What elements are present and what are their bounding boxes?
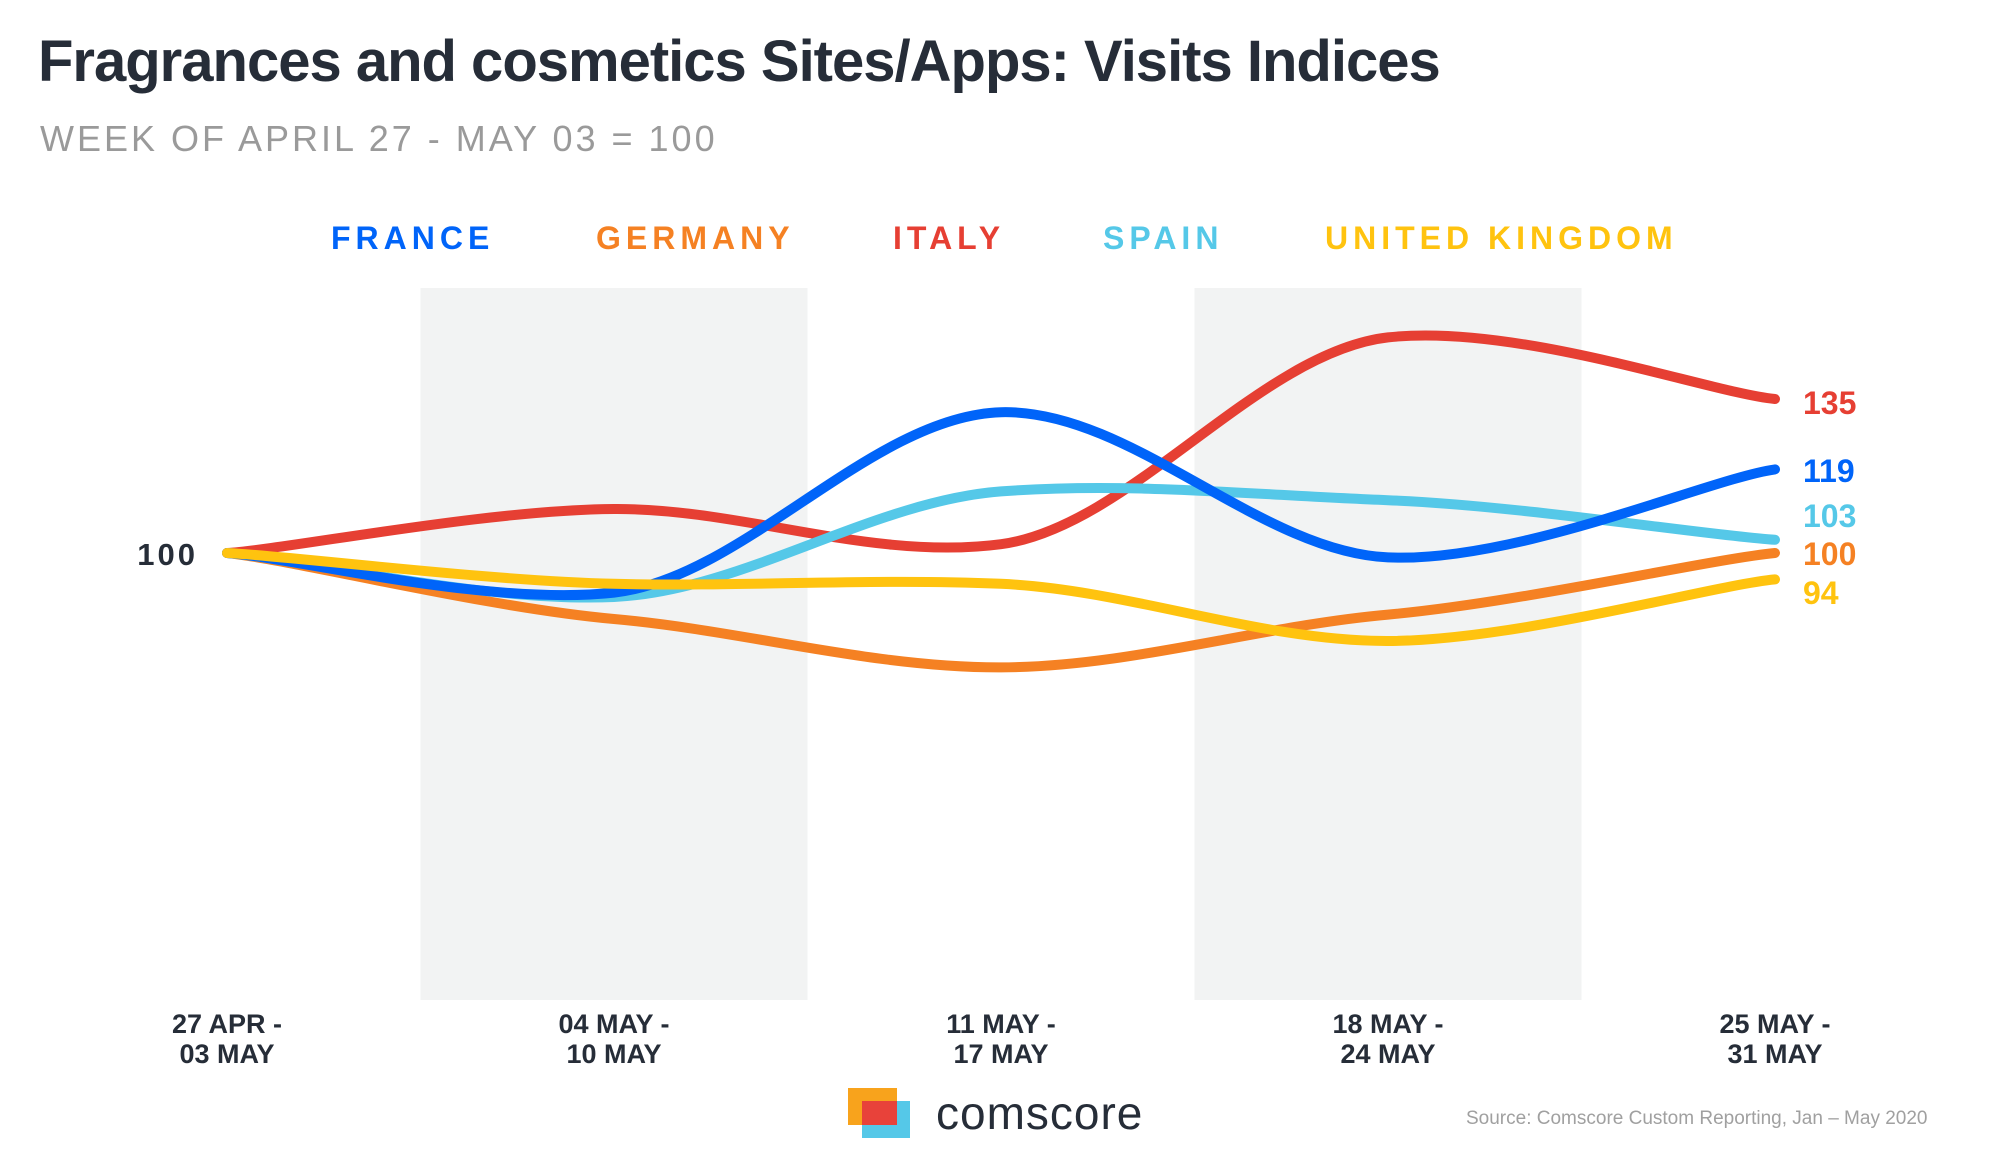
series-line-italy <box>222 330 1780 558</box>
x-tick-label: 31 MAY <box>1727 1039 1822 1069</box>
end-value-label: 100 <box>1803 536 1856 572</box>
series-line-france <box>222 407 1780 601</box>
x-tick-label: 10 MAY <box>566 1039 661 1069</box>
x-tick-label: 18 MAY - <box>1332 1009 1443 1039</box>
legend-item: GERMANY <box>596 220 795 256</box>
comscore-logo-icon <box>848 1088 912 1140</box>
legend-item: UNITED KINGDOM <box>1325 220 1678 256</box>
legend-item: SPAIN <box>1103 220 1224 256</box>
baseline-label: 100 <box>137 537 198 572</box>
x-tick-label: 25 MAY - <box>1719 1009 1830 1039</box>
legend-item: ITALY <box>893 220 1006 256</box>
source-note: Source: Comscore Custom Reporting, Jan –… <box>1466 1108 1928 1129</box>
x-tick-label: 24 MAY <box>1340 1039 1435 1069</box>
end-value-label: 103 <box>1803 498 1856 534</box>
series-line-germany <box>222 548 1780 673</box>
x-tick-label: 04 MAY - <box>558 1009 669 1039</box>
end-value-label: 94 <box>1803 575 1839 611</box>
x-tick-label: 03 MAY <box>179 1039 274 1069</box>
x-tick-label: 17 MAY <box>953 1039 1048 1069</box>
x-tick-label: 11 MAY - <box>946 1009 1056 1039</box>
shaded-band <box>420 288 808 1000</box>
legend-item: FRANCE <box>331 220 495 256</box>
brand-name: comscore <box>936 1087 1144 1139</box>
chart-subtitle: WEEK OF APRIL 27 - MAY 03 = 100 <box>40 118 718 159</box>
end-value-label: 119 <box>1803 453 1855 489</box>
chart-title: Fragrances and cosmetics Sites/Apps: Vis… <box>38 29 1441 94</box>
series-line-united-kingdom <box>222 548 1780 647</box>
x-tick-label: 27 APR - <box>172 1009 282 1039</box>
end-value-label: 135 <box>1803 385 1856 421</box>
